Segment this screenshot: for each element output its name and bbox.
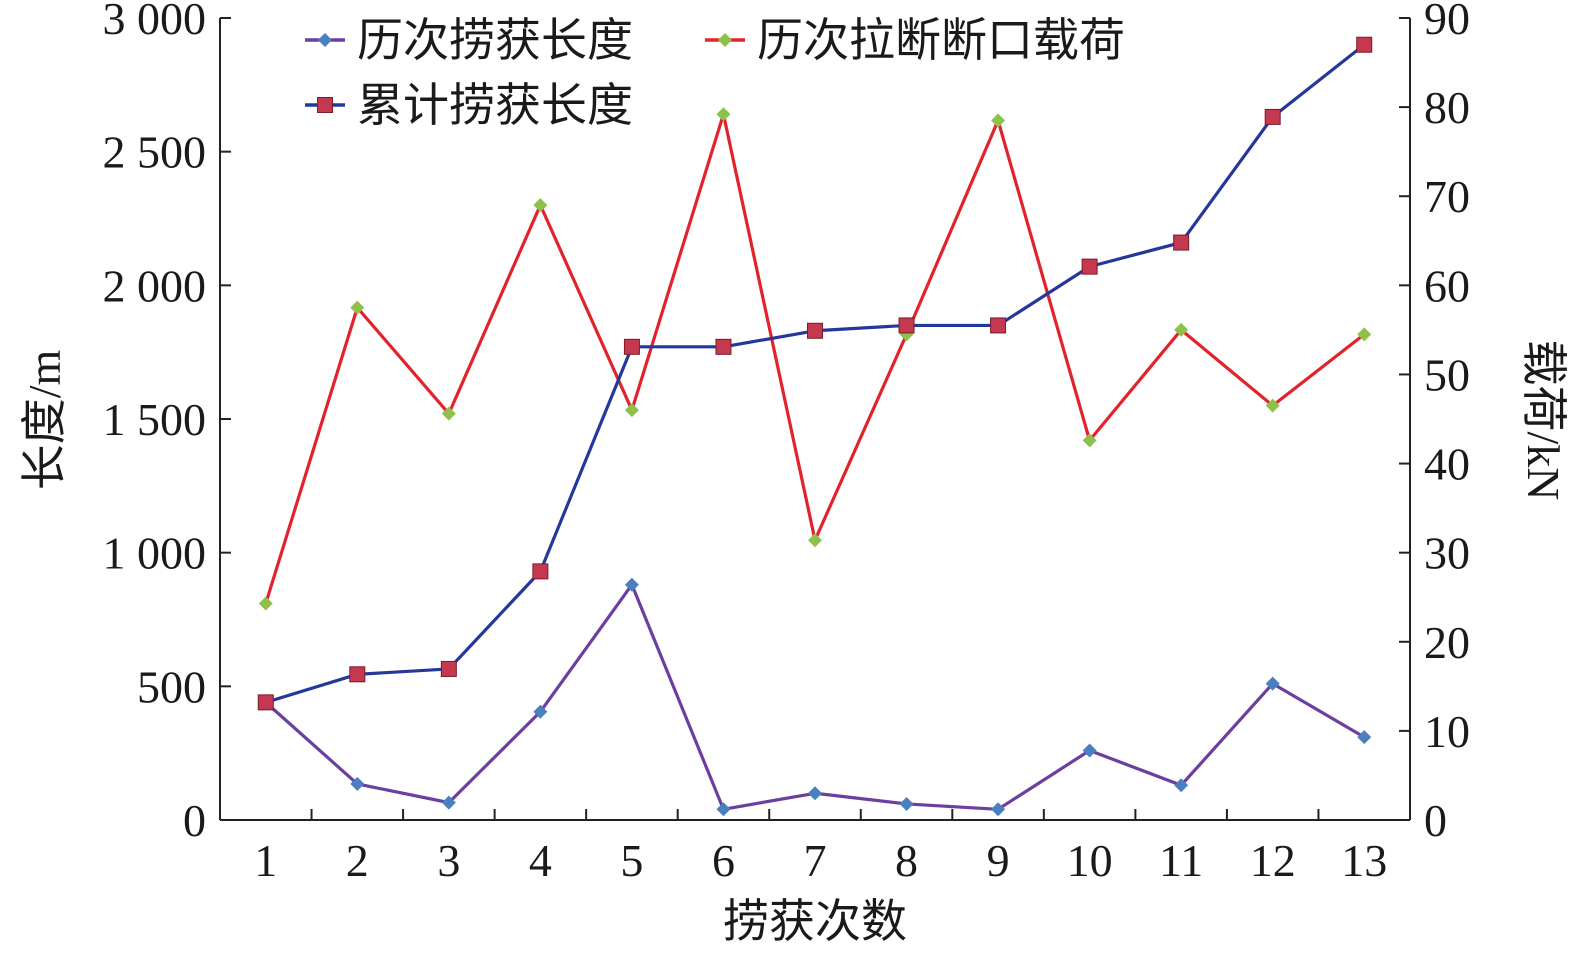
y-tick-label-right: 70 bbox=[1424, 171, 1470, 222]
series-3-point bbox=[623, 338, 640, 355]
series-3-point bbox=[257, 694, 274, 711]
series-3-point bbox=[532, 563, 549, 580]
series-3-point bbox=[349, 666, 366, 683]
series-2-line bbox=[264, 112, 1366, 604]
series-1-point bbox=[1265, 676, 1280, 691]
series-3 bbox=[257, 36, 1373, 711]
x-tick-label: 1 bbox=[254, 835, 277, 886]
y-tick-label-left: 500 bbox=[137, 661, 206, 712]
series-2-point bbox=[1174, 322, 1189, 337]
series-1-point bbox=[1174, 778, 1189, 793]
x-tick-label: 13 bbox=[1341, 835, 1387, 886]
series-2 bbox=[258, 107, 1372, 611]
series-3-point bbox=[990, 317, 1007, 334]
y-tick-label-left: 2 000 bbox=[103, 260, 207, 311]
y-axis-title-right: 载荷/kN bbox=[1518, 340, 1569, 501]
series-1-point bbox=[991, 802, 1006, 817]
y-tick-label-left: 1 500 bbox=[103, 394, 207, 445]
series-1-point bbox=[716, 802, 731, 817]
series-2-point bbox=[533, 198, 548, 213]
y-tick-label-right: 10 bbox=[1424, 706, 1470, 757]
series-2-point bbox=[350, 300, 365, 315]
legend-item: 历次拉断断口载荷 bbox=[705, 15, 1125, 66]
x-tick-label: 9 bbox=[987, 835, 1010, 886]
series-3-point bbox=[898, 317, 915, 334]
series-3-line bbox=[265, 43, 1366, 704]
x-tick-label: 5 bbox=[620, 835, 643, 886]
y-tick-label-right: 60 bbox=[1424, 260, 1470, 311]
y-tick-label-left: 3 000 bbox=[103, 0, 207, 44]
y-tick-label-left: 2 500 bbox=[103, 127, 207, 178]
series-1-line bbox=[264, 583, 1366, 811]
series-2-point bbox=[258, 596, 273, 611]
series-3-point bbox=[440, 660, 457, 677]
series-2-point bbox=[1082, 433, 1097, 448]
x-tick-label: 7 bbox=[804, 835, 827, 886]
x-tick-label: 11 bbox=[1159, 835, 1203, 886]
y-tick-label-left: 1 000 bbox=[103, 528, 207, 579]
x-tick-label: 3 bbox=[437, 835, 460, 886]
legend-item: 累计捞获长度 bbox=[305, 80, 633, 131]
series-2-point bbox=[808, 533, 822, 548]
series-2-point bbox=[1265, 398, 1280, 413]
y-tick-label-right: 30 bbox=[1424, 528, 1470, 579]
legend-label: 历次拉断断口载荷 bbox=[757, 15, 1125, 66]
y-tick-label-right: 0 bbox=[1424, 795, 1447, 846]
y-tick-label-right: 20 bbox=[1424, 617, 1470, 668]
legend-swatch-marker bbox=[318, 33, 332, 47]
series-1-point bbox=[624, 577, 639, 592]
legend-label: 历次捞获长度 bbox=[357, 15, 633, 66]
legend-swatch-marker bbox=[718, 33, 732, 47]
y-axis-title-left: 长度/m bbox=[19, 350, 70, 491]
series-3-point bbox=[1356, 36, 1373, 53]
legend-label: 累计捞获长度 bbox=[357, 80, 633, 131]
series-3-point bbox=[1081, 258, 1098, 275]
series-1 bbox=[258, 577, 1372, 817]
x-tick-label: 8 bbox=[895, 835, 918, 886]
series-2-point bbox=[441, 406, 456, 421]
series-1-point bbox=[808, 786, 822, 801]
y-tick-label-right: 90 bbox=[1424, 0, 1470, 44]
series-2-point bbox=[1357, 327, 1372, 342]
y-tick-label-left: 0 bbox=[183, 795, 206, 846]
series-1-point bbox=[533, 704, 548, 719]
x-axis-title: 捞获次数 bbox=[723, 896, 907, 947]
y-tick-label-right: 40 bbox=[1424, 439, 1470, 490]
y-tick-label-right: 80 bbox=[1424, 82, 1470, 133]
series-1-point bbox=[441, 795, 456, 810]
legend-swatch-marker bbox=[317, 97, 333, 113]
series-1-point bbox=[899, 796, 914, 811]
x-tick-label: 6 bbox=[712, 835, 735, 886]
x-tick-label: 4 bbox=[529, 835, 552, 886]
x-tick-label: 10 bbox=[1067, 835, 1113, 886]
series-layer bbox=[257, 36, 1373, 817]
series-2-point bbox=[624, 403, 639, 418]
x-tick-label: 2 bbox=[346, 835, 369, 886]
series-2-point bbox=[716, 107, 731, 122]
x-tick-label: 12 bbox=[1250, 835, 1296, 886]
series-1-point bbox=[1082, 743, 1097, 758]
series-3-point bbox=[807, 322, 823, 339]
y-tick-label-right: 50 bbox=[1424, 349, 1470, 400]
series-1-point bbox=[350, 776, 365, 791]
series-2-point bbox=[991, 113, 1006, 128]
series-1-point bbox=[1357, 730, 1372, 745]
axes: 0 500 1 000 1 500 2 000 2 500 3 000 0 10 20 30 40 50… bbox=[103, 0, 1471, 886]
legend-item: 历次捞获长度 bbox=[305, 15, 633, 66]
series-3-point bbox=[1173, 234, 1190, 251]
series-3-point bbox=[715, 338, 732, 355]
series-3-point bbox=[1264, 108, 1281, 125]
